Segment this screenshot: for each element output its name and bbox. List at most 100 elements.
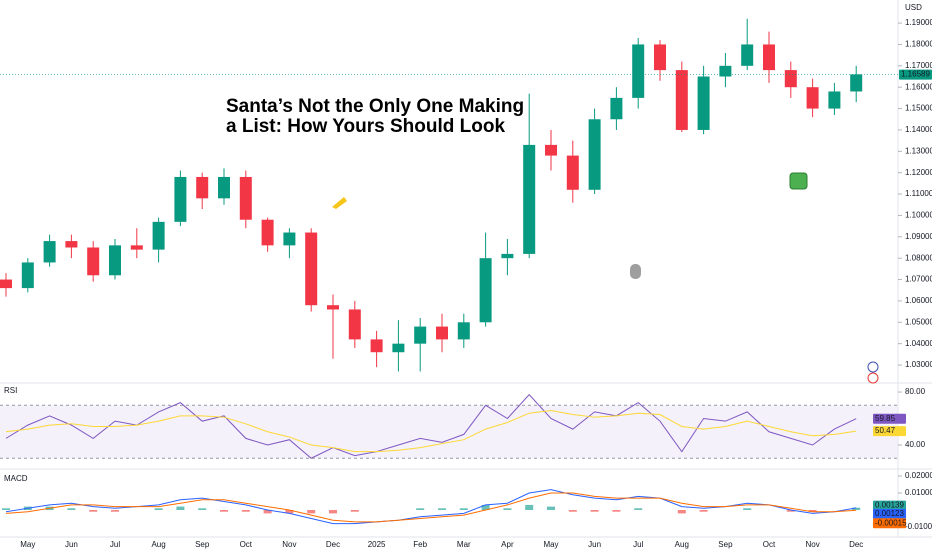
candle-body xyxy=(152,221,165,250)
y-tick-label: 1.03000 xyxy=(905,360,932,369)
rsi-band xyxy=(0,405,898,459)
x-tick-label: Sep xyxy=(195,540,210,549)
value-badge xyxy=(873,508,906,519)
indicator-line xyxy=(5,410,857,453)
candle-body xyxy=(479,258,492,323)
candle-body xyxy=(0,279,12,289)
x-tick-label: Jul xyxy=(633,540,643,549)
histogram-bar xyxy=(176,506,185,511)
x-tick-label: May xyxy=(20,540,35,549)
candle-body xyxy=(654,44,666,71)
value-badge xyxy=(873,426,906,437)
histogram-bar xyxy=(67,508,76,511)
flag-icon xyxy=(867,372,879,384)
histogram-bar xyxy=(590,510,599,512)
histogram-bar xyxy=(329,510,337,514)
histogram-bar xyxy=(677,510,686,514)
histogram-bar xyxy=(220,510,228,512)
x-tick-label: Oct xyxy=(763,540,776,549)
flag-icon xyxy=(867,361,879,373)
y-tick-label: 1.09000 xyxy=(905,232,932,241)
candle-body xyxy=(392,343,405,353)
y-tick-label: 40.00 xyxy=(905,440,926,449)
candle-body xyxy=(457,322,470,340)
x-tick-label: Aug xyxy=(151,540,165,549)
value-badge xyxy=(873,518,906,529)
histogram-bar xyxy=(111,510,119,512)
candle-body xyxy=(43,241,56,263)
y-tick-label: 1.05000 xyxy=(905,317,932,326)
histogram-bar xyxy=(198,508,207,511)
y-tick-label: -0.01000 xyxy=(905,522,932,531)
title-line: Santa’s Not the Only One Making xyxy=(226,96,524,117)
candle-body xyxy=(305,232,318,306)
histogram-bar xyxy=(699,510,708,512)
histogram-bar xyxy=(241,510,250,512)
x-tick-label: Mar xyxy=(457,540,471,549)
value-badge-label: 50.47 xyxy=(875,426,896,435)
candle-body xyxy=(327,305,339,310)
y-tick-label: 1.19000 xyxy=(905,18,932,27)
candle-body xyxy=(174,176,187,222)
book-icon xyxy=(789,172,808,190)
pencil-icon xyxy=(332,197,347,209)
x-tick-label: Jul xyxy=(110,540,120,549)
histogram-bar xyxy=(612,510,621,512)
candle-body xyxy=(850,74,863,92)
y-tick-label: 1.10000 xyxy=(905,211,932,220)
x-tick-label: Nov xyxy=(282,540,296,549)
histogram-bar xyxy=(416,508,425,511)
candle-body xyxy=(218,176,230,199)
histogram-bar xyxy=(786,510,795,512)
candle-body xyxy=(763,44,775,71)
histogram-bar xyxy=(263,510,272,514)
y-tick-label: 1.07000 xyxy=(905,275,932,284)
x-tick-label: Aug xyxy=(675,540,689,549)
histogram-bar xyxy=(438,508,446,511)
x-tick-label: Jun xyxy=(65,540,78,549)
x-tick-label: 2025 xyxy=(368,540,386,549)
candle-body xyxy=(610,97,623,120)
y-tick-label: 1.04000 xyxy=(905,339,932,348)
histogram-bar xyxy=(547,506,555,511)
histogram-bar xyxy=(285,510,294,514)
x-tick-label: Oct xyxy=(240,540,253,549)
x-tick-label: Dec xyxy=(326,540,340,549)
y-tick-label: 1.13000 xyxy=(905,146,932,155)
x-tick-label: Apr xyxy=(501,540,514,549)
candle-body xyxy=(130,245,143,250)
value-badge xyxy=(873,413,906,424)
candle-body xyxy=(348,309,361,340)
candle-body xyxy=(239,176,252,220)
x-tick-label: Feb xyxy=(413,540,427,549)
histogram-bar xyxy=(350,510,359,512)
candle-body xyxy=(523,144,536,254)
histogram-bar xyxy=(307,510,316,514)
candle-body xyxy=(741,44,754,66)
mouse-icon xyxy=(630,264,641,279)
y-tick-label: 1.15000 xyxy=(905,104,932,113)
candle-body xyxy=(828,91,841,109)
currency-label: USD xyxy=(905,3,922,12)
value-badge xyxy=(873,500,906,511)
y-tick-label: 1.18000 xyxy=(905,40,932,49)
candle-body xyxy=(501,253,514,259)
histogram-bar xyxy=(459,508,468,511)
candle-body xyxy=(436,326,448,340)
candle-body xyxy=(588,119,601,190)
histogram-bar xyxy=(525,504,534,511)
y-tick-label: 1.12000 xyxy=(905,168,932,177)
value-badge-label: 59.85 xyxy=(875,414,896,423)
histogram-bar xyxy=(743,508,752,511)
candle-body xyxy=(370,339,383,353)
histogram-bar xyxy=(568,510,577,512)
candle-body xyxy=(21,262,34,289)
candle-body xyxy=(719,65,732,77)
candle-body xyxy=(87,247,100,276)
value-badge-label: 0.00139 xyxy=(875,501,904,510)
indicator-line xyxy=(5,489,857,525)
histogram-bar xyxy=(634,508,643,511)
histogram-bar xyxy=(2,508,10,511)
histogram-bar xyxy=(154,508,163,511)
